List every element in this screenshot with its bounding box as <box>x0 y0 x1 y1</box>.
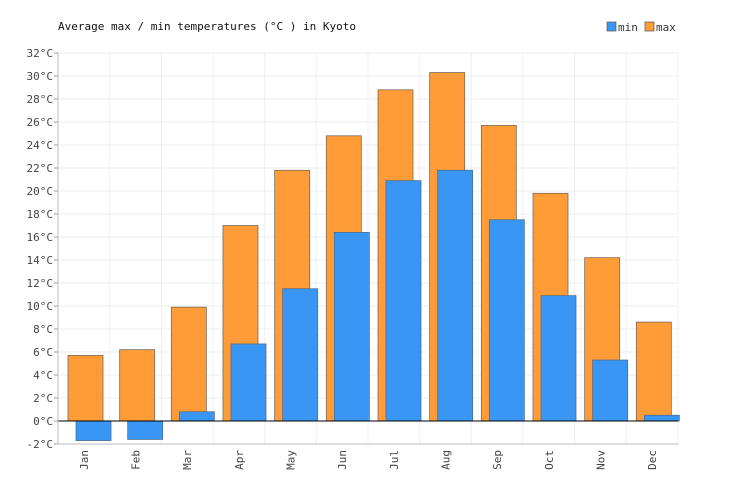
x-tick-label-apr: Apr <box>233 450 246 470</box>
y-tick-label: 8°C <box>33 323 53 336</box>
y-tick-label: 14°C <box>27 254 54 267</box>
bar-max-dec <box>635 321 672 422</box>
legend-label-min: min <box>618 21 638 34</box>
x-tick-label-nov: Nov <box>595 450 608 470</box>
y-tick-label: 16°C <box>27 231 54 244</box>
x-tick-label-mar: Mar <box>181 450 194 470</box>
legend-swatch-min <box>606 21 617 32</box>
y-tick-label: 2°C <box>33 392 53 405</box>
x-tick-label-dec: Dec <box>646 450 659 470</box>
legend-label-max: max <box>656 21 676 34</box>
x-tick-label-aug: Aug <box>440 450 453 470</box>
y-tick-label: 30°C <box>27 70 54 83</box>
bar-min-may <box>282 288 319 422</box>
x-tick-label-may: May <box>285 450 298 470</box>
bars <box>67 72 680 441</box>
x-tick-label-oct: Oct <box>543 450 556 470</box>
y-tick-label: 20°C <box>27 185 54 198</box>
x-tick-label-jan: Jan <box>78 450 91 470</box>
bar-min-nov <box>592 359 629 422</box>
y-tick-label: 32°C <box>27 47 54 60</box>
y-tick-label: 12°C <box>27 277 54 290</box>
bar-min-sep <box>488 219 525 422</box>
y-tick-label: 6°C <box>33 346 53 359</box>
x-tick-label-jun: Jun <box>336 450 349 470</box>
bar-min-oct <box>540 295 577 422</box>
y-tick-label: -2°C <box>27 438 54 451</box>
bar-min-aug <box>437 169 474 422</box>
bar-min-mar <box>178 411 215 422</box>
y-tick-label: 18°C <box>27 208 54 221</box>
legend-swatch-max <box>644 21 655 32</box>
x-tick-label-sep: Sep <box>491 450 504 470</box>
bar-max-jan <box>67 355 104 422</box>
bar-min-apr <box>230 343 267 422</box>
bar-min-jul <box>385 180 422 422</box>
x-tick-label-feb: Feb <box>130 450 143 470</box>
y-tick-label: 26°C <box>27 116 54 129</box>
y-tick-label: 10°C <box>27 300 54 313</box>
legend: min max <box>606 21 676 34</box>
bar-max-mar <box>170 306 207 422</box>
bar-min-jun <box>333 231 370 422</box>
bar-min-jan <box>75 420 112 441</box>
bar-min-feb <box>127 420 164 440</box>
bar-max-feb <box>119 349 156 422</box>
y-tick-label: 28°C <box>27 93 54 106</box>
chart-title: Average max / min temperatures (°C ) in … <box>58 20 356 33</box>
y-tick-label: 0°C <box>33 415 53 428</box>
bar-min-dec <box>643 414 680 422</box>
y-tick-label: 4°C <box>33 369 53 382</box>
axes: -2°C 0°C 2°C 4°C 6°C 8°C 10°C 12°C 14°C 16°C 18°C 2… <box>27 47 678 470</box>
y-tick-label: 24°C <box>27 139 54 152</box>
y-tick-label: 22°C <box>27 162 54 175</box>
x-tick-label-jul: Jul <box>388 450 401 470</box>
